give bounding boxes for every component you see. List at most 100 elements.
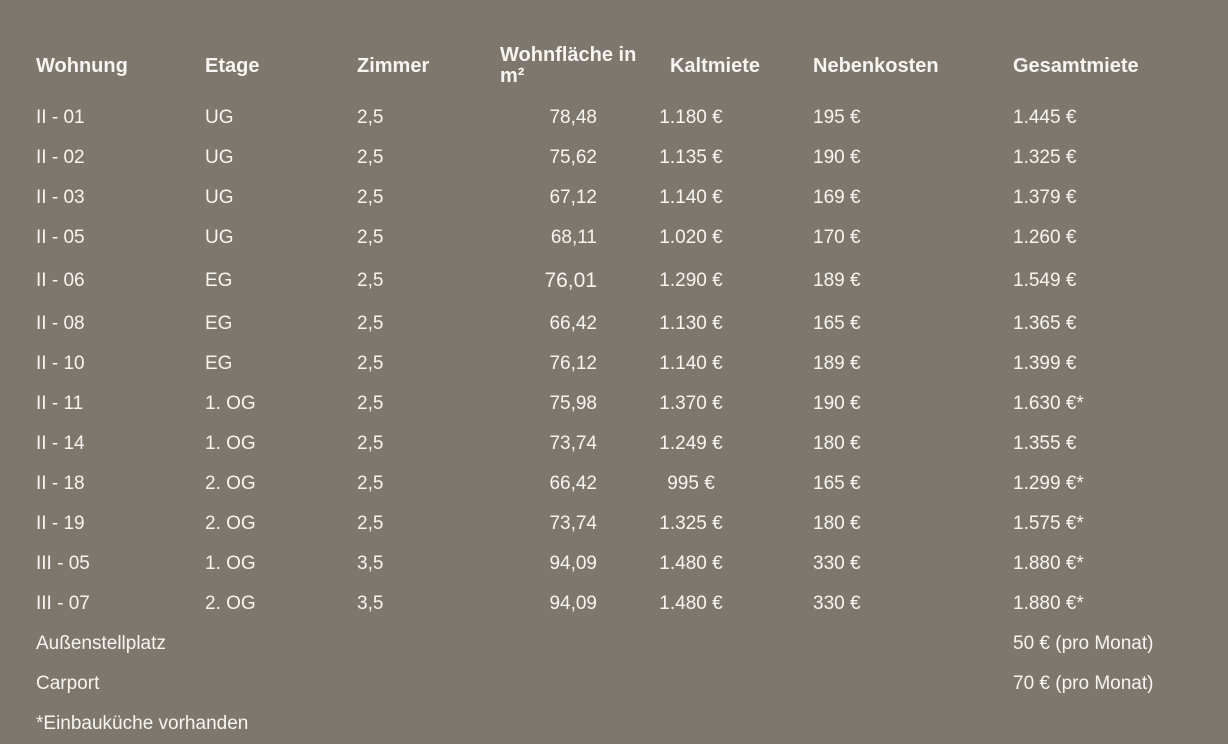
footnote-row: *Einbauküche vorhanden <box>0 704 1228 744</box>
header-wohnflaeche-line1: Wohnfläche in <box>500 44 637 66</box>
apartment-row: II - 03 UG 2,5 67,12 1.140 € 169 € 1.379… <box>0 178 1228 218</box>
apartment-row: II - 05 UG 2,5 68,11 1.020 € 170 € 1.260… <box>0 218 1228 258</box>
cell-etage: EG <box>205 313 233 334</box>
cell-zimmer: 2,5 <box>357 513 384 534</box>
header-kaltmiete: Kaltmiete <box>669 54 761 77</box>
apartment-row: III - 07 2. OG 3,5 94,09 1.480 € 330 € 1… <box>0 584 1228 624</box>
cell-wohnung: II - 08 <box>36 313 85 334</box>
cell-wohnflaeche: 66,42 <box>549 313 597 334</box>
apartment-row: II - 19 2. OG 2,5 73,74 1.325 € 180 € 1.… <box>0 504 1228 544</box>
cell-gesamtmiete: 1.549 € <box>1013 270 1077 291</box>
cell-etage: 2. OG <box>205 513 256 534</box>
cell-zimmer: 2,5 <box>357 270 384 291</box>
header-zimmer: Zimmer <box>357 54 430 77</box>
cell-kaltmiete: 1.370 € <box>659 393 723 414</box>
cell-etage: UG <box>205 147 234 168</box>
cell-wohnung: II - 18 <box>36 473 85 494</box>
cell-zimmer: 2,5 <box>357 313 384 334</box>
cell-gesamtmiete: 1.325 € <box>1013 147 1077 168</box>
cell-etage: UG <box>205 107 234 128</box>
header-wohnflaeche-line2: m² <box>500 65 525 87</box>
cell-etage: UG <box>205 187 234 208</box>
cell-kaltmiete: 1.290 € <box>659 270 723 291</box>
cell-gesamtmiete: 1.399 € <box>1013 353 1077 374</box>
cell-nebenkosten: 180 € <box>813 513 861 534</box>
header-etage: Etage <box>205 54 260 77</box>
cell-gesamtmiete: 1.880 €* <box>1013 553 1084 574</box>
cell-nebenkosten: 189 € <box>813 353 861 374</box>
cell-wohnflaeche: 75,98 <box>549 393 597 414</box>
cell-etage: 1. OG <box>205 393 256 414</box>
cell-gesamtmiete: 1.630 €* <box>1013 393 1084 414</box>
cell-nebenkosten: 170 € <box>813 227 861 248</box>
apartment-row: II - 08 EG 2,5 66,42 1.130 € 165 € 1.365… <box>0 304 1228 344</box>
cell-wohnung: II - 06 <box>36 270 85 291</box>
cell-gesamtmiete: 1.379 € <box>1013 187 1077 208</box>
cell-nebenkosten: 165 € <box>813 473 861 494</box>
table-header-row: Wohnung Etage Zimmer Wohnfläche in m² Ka… <box>0 0 1228 98</box>
cell-wohnung: II - 02 <box>36 147 85 168</box>
cell-etage: EG <box>205 353 233 374</box>
cell-wohnflaeche: 73,74 <box>549 513 597 534</box>
cell-wohnung: II - 11 <box>36 393 84 414</box>
cell-wohnflaeche: 67,12 <box>549 187 597 208</box>
cell-wohnung: II - 14 <box>36 433 85 454</box>
apartment-row: II - 06 EG 2,5 76,01 1.290 € 189 € 1.549… <box>0 261 1228 301</box>
apartment-row: II - 01 UG 2,5 78,48 1.180 € 195 € 1.445… <box>0 98 1228 138</box>
header-wohnung: Wohnung <box>36 54 128 77</box>
cell-wohnung: III - 05 <box>36 553 90 574</box>
cell-wohnflaeche: 94,09 <box>549 553 597 574</box>
cell-kaltmiete: 1.180 € <box>659 107 723 128</box>
cell-gesamtmiete: 1.355 € <box>1013 433 1077 454</box>
extra-gesamtmiete: 50 € (pro Monat) <box>1013 633 1154 654</box>
extra-row-aussenstellplatz: Außenstellplatz 50 € (pro Monat) <box>0 624 1228 664</box>
cell-zimmer: 2,5 <box>357 227 384 248</box>
apartment-row: II - 14 1. OG 2,5 73,74 1.249 € 180 € 1.… <box>0 424 1228 464</box>
cell-kaltmiete: 1.480 € <box>659 553 723 574</box>
cell-kaltmiete: 1.135 € <box>659 147 723 168</box>
cell-zimmer: 3,5 <box>357 593 384 614</box>
cell-nebenkosten: 180 € <box>813 433 861 454</box>
cell-etage: 2. OG <box>205 593 256 614</box>
cell-gesamtmiete: 1.880 €* <box>1013 593 1084 614</box>
cell-nebenkosten: 330 € <box>813 593 861 614</box>
cell-etage: 1. OG <box>205 553 256 574</box>
apartment-row: II - 10 EG 2,5 76,12 1.140 € 189 € 1.399… <box>0 344 1228 384</box>
cell-wohnflaeche: 66,42 <box>549 473 597 494</box>
header-gesamtmiete: Gesamtmiete <box>1013 54 1139 77</box>
cell-wohnflaeche: 78,48 <box>549 107 597 128</box>
cell-gesamtmiete: 1.365 € <box>1013 313 1077 334</box>
cell-kaltmiete: 1.140 € <box>659 353 723 374</box>
cell-wohnung: III - 07 <box>36 593 90 614</box>
cell-kaltmiete: 1.140 € <box>659 187 723 208</box>
header-wohnflaeche: Wohnfläche in m² <box>500 44 637 87</box>
cell-nebenkosten: 169 € <box>813 187 861 208</box>
cell-nebenkosten: 190 € <box>813 393 861 414</box>
extra-row-carport: Carport 70 € (pro Monat) <box>0 664 1228 704</box>
apartment-row: II - 18 2. OG 2,5 66,42 995 € 165 € 1.29… <box>0 464 1228 504</box>
cell-wohnflaeche: 68,11 <box>550 227 597 248</box>
cell-etage: 2. OG <box>205 473 256 494</box>
cell-gesamtmiete: 1.299 €* <box>1013 473 1084 494</box>
cell-wohnung: II - 19 <box>36 513 85 534</box>
cell-kaltmiete: 1.325 € <box>659 513 723 534</box>
cell-kaltmiete: 1.020 € <box>659 227 723 248</box>
cell-wohnung: II - 05 <box>36 227 85 248</box>
cell-wohnflaeche: 75,62 <box>549 147 597 168</box>
cell-kaltmiete: 1.480 € <box>659 593 723 614</box>
apartment-row: II - 11 1. OG 2,5 75,98 1.370 € 190 € 1.… <box>0 384 1228 424</box>
cell-nebenkosten: 195 € <box>813 107 861 128</box>
extra-gesamtmiete: 70 € (pro Monat) <box>1013 673 1154 694</box>
cell-gesamtmiete: 1.260 € <box>1013 227 1077 248</box>
cell-zimmer: 2,5 <box>357 433 384 454</box>
cell-kaltmiete: 1.130 € <box>659 313 723 334</box>
cell-kaltmiete: 1.249 € <box>659 433 723 454</box>
cell-nebenkosten: 330 € <box>813 553 861 574</box>
cell-nebenkosten: 190 € <box>813 147 861 168</box>
cell-zimmer: 3,5 <box>357 553 384 574</box>
cell-wohnflaeche: 73,74 <box>549 433 597 454</box>
cell-kaltmiete: 995 € <box>667 473 715 494</box>
cell-etage: UG <box>205 227 234 248</box>
footnote: *Einbauküche vorhanden <box>36 713 249 734</box>
